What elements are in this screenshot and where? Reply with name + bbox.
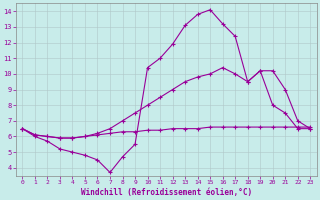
- X-axis label: Windchill (Refroidissement éolien,°C): Windchill (Refroidissement éolien,°C): [81, 188, 252, 197]
